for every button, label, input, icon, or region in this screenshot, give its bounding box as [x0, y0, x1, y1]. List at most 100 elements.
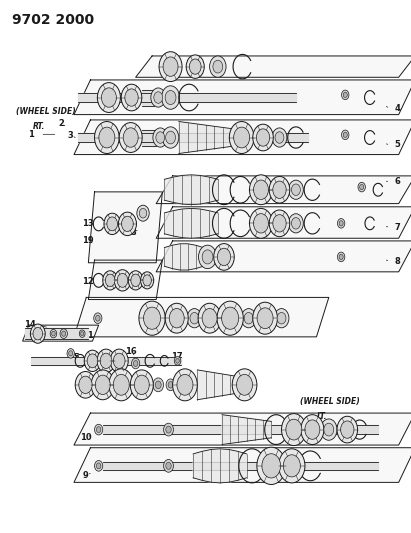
Circle shape — [236, 374, 252, 395]
Polygon shape — [23, 325, 99, 341]
Circle shape — [186, 55, 204, 78]
Circle shape — [169, 309, 184, 328]
Circle shape — [165, 303, 188, 333]
Circle shape — [241, 309, 256, 328]
Polygon shape — [156, 176, 411, 204]
Circle shape — [139, 301, 165, 335]
Text: 14: 14 — [24, 320, 36, 328]
Circle shape — [133, 360, 138, 367]
Circle shape — [249, 208, 272, 238]
Circle shape — [164, 423, 173, 436]
Circle shape — [249, 175, 272, 205]
Circle shape — [137, 205, 149, 221]
Circle shape — [60, 329, 67, 338]
Text: 5: 5 — [395, 141, 400, 149]
Circle shape — [165, 91, 176, 104]
Text: 18: 18 — [125, 229, 137, 237]
Circle shape — [275, 132, 284, 143]
Circle shape — [91, 370, 114, 400]
Circle shape — [232, 369, 257, 401]
Circle shape — [143, 307, 161, 329]
Polygon shape — [136, 56, 411, 77]
Polygon shape — [74, 413, 411, 445]
Circle shape — [269, 176, 290, 203]
Circle shape — [210, 56, 226, 77]
Polygon shape — [74, 120, 411, 155]
Circle shape — [341, 421, 354, 438]
Circle shape — [342, 90, 349, 100]
Text: (WHEEL SIDE): (WHEEL SIDE) — [300, 397, 360, 406]
Circle shape — [286, 419, 302, 440]
Circle shape — [244, 312, 253, 324]
Polygon shape — [164, 175, 218, 205]
Polygon shape — [164, 244, 203, 270]
Circle shape — [95, 315, 100, 321]
Circle shape — [324, 423, 334, 436]
Circle shape — [198, 303, 221, 333]
Circle shape — [117, 273, 128, 287]
Text: 12: 12 — [82, 277, 94, 286]
Circle shape — [132, 358, 140, 369]
Circle shape — [164, 459, 173, 472]
Circle shape — [301, 415, 324, 445]
Circle shape — [79, 330, 85, 337]
Circle shape — [177, 374, 193, 395]
Circle shape — [343, 92, 347, 98]
Polygon shape — [103, 425, 378, 434]
Circle shape — [75, 372, 96, 398]
Circle shape — [166, 379, 175, 391]
Circle shape — [166, 462, 171, 470]
Polygon shape — [156, 241, 411, 272]
Circle shape — [100, 353, 112, 368]
Circle shape — [154, 92, 163, 103]
Circle shape — [130, 370, 153, 400]
Circle shape — [153, 128, 168, 147]
Circle shape — [102, 88, 116, 107]
Text: 11: 11 — [82, 332, 94, 340]
Circle shape — [291, 217, 300, 229]
Circle shape — [274, 309, 289, 328]
Circle shape — [119, 123, 142, 152]
Circle shape — [342, 130, 349, 140]
Polygon shape — [25, 328, 88, 339]
Circle shape — [337, 252, 345, 262]
Polygon shape — [74, 297, 329, 337]
Circle shape — [282, 414, 306, 446]
Text: 9702 2000: 9702 2000 — [12, 13, 95, 27]
Circle shape — [151, 88, 166, 107]
Circle shape — [187, 309, 202, 328]
Circle shape — [217, 248, 231, 265]
Circle shape — [289, 180, 303, 199]
Polygon shape — [142, 130, 156, 146]
Circle shape — [114, 270, 131, 291]
Circle shape — [214, 244, 234, 270]
Circle shape — [213, 60, 223, 73]
Polygon shape — [88, 192, 162, 263]
Circle shape — [156, 132, 165, 143]
Circle shape — [254, 214, 268, 233]
Text: 13: 13 — [82, 220, 94, 228]
Text: 2: 2 — [59, 119, 65, 127]
Text: 4: 4 — [395, 104, 400, 112]
Circle shape — [222, 307, 239, 329]
Text: RT.: RT. — [33, 122, 45, 131]
Polygon shape — [179, 122, 232, 154]
Polygon shape — [78, 133, 308, 142]
Text: 7: 7 — [395, 223, 400, 232]
Text: 10: 10 — [80, 433, 92, 441]
Circle shape — [134, 375, 149, 394]
Circle shape — [103, 271, 118, 290]
Polygon shape — [103, 462, 378, 470]
Circle shape — [166, 131, 175, 144]
Circle shape — [159, 52, 182, 82]
Circle shape — [128, 271, 143, 290]
Circle shape — [343, 132, 347, 138]
Circle shape — [189, 59, 201, 74]
Circle shape — [190, 312, 199, 324]
Circle shape — [358, 182, 365, 192]
Polygon shape — [142, 90, 154, 106]
Circle shape — [113, 353, 125, 368]
Circle shape — [166, 426, 171, 433]
Circle shape — [110, 349, 128, 373]
Circle shape — [273, 215, 286, 232]
